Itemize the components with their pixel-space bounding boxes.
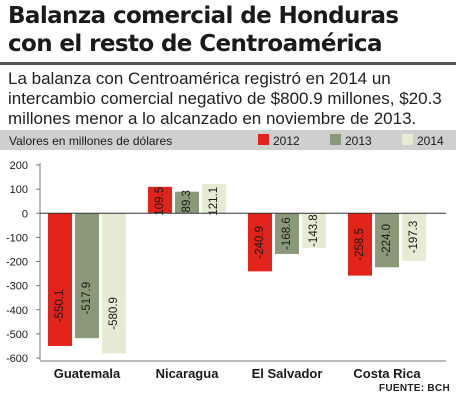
intro-paragraph: La balanza con Centroamérica registró en… bbox=[8, 69, 442, 128]
chart-title: Balanza comercial de Honduras con el res… bbox=[8, 3, 399, 57]
y-tick-label: 100 bbox=[10, 184, 28, 196]
data-label: -197.3 bbox=[408, 221, 420, 254]
legend-swatch-2013 bbox=[330, 134, 341, 145]
bar-chart: Valores en millones de dólares 2012 2013 2… bbox=[0, 130, 456, 381]
bar-costa-rica-2012 bbox=[348, 213, 372, 276]
chart-subtitle: Valores en millones de dólares bbox=[9, 134, 172, 148]
legend: 2012 2013 2014 bbox=[258, 134, 444, 148]
legend-label-2013: 2013 bbox=[345, 134, 372, 148]
bars: -550.1 -517.9 -580.9 109.5 89.3 121.1 -240.9 -1… bbox=[40, 184, 446, 354]
legend-label-2014: 2014 bbox=[417, 134, 444, 148]
legend-swatch-2014 bbox=[402, 134, 413, 145]
data-label: -580.9 bbox=[108, 297, 120, 330]
y-tick-label: 0 bbox=[22, 208, 28, 220]
data-label: 121.1 bbox=[208, 187, 220, 216]
x-category-label: El Salvador bbox=[252, 366, 323, 381]
data-label: -550.1 bbox=[54, 290, 66, 323]
x-category-label: Costa Rica bbox=[353, 366, 421, 381]
bar-guatemala-2012 bbox=[48, 213, 72, 346]
bar-el-salvador-2014 bbox=[302, 213, 326, 248]
x-category-label: Guatemala bbox=[54, 366, 121, 381]
bar-costa-rica-2014 bbox=[402, 213, 426, 261]
legend-swatch-2012 bbox=[258, 134, 269, 145]
data-label: -517.9 bbox=[81, 282, 93, 315]
y-tick-label: 200 bbox=[10, 160, 28, 172]
y-tick-label: -200 bbox=[6, 257, 28, 269]
bar-el-salvador-2012 bbox=[248, 213, 272, 272]
bar-guatemala-2013 bbox=[75, 213, 99, 339]
title-divider bbox=[0, 62, 456, 65]
legend-label-2012: 2012 bbox=[273, 134, 300, 148]
data-label: -240.9 bbox=[254, 226, 266, 259]
y-tick-label: -500 bbox=[6, 329, 28, 341]
x-axis: Guatemala Nicaragua El Salvador Costa Rica bbox=[40, 360, 446, 381]
bar-el-salvador-2013 bbox=[275, 213, 299, 254]
x-category-label: Nicaragua bbox=[156, 366, 220, 381]
y-tick-label: -400 bbox=[6, 305, 28, 317]
legend-band bbox=[0, 130, 456, 150]
bar-costa-rica-2013 bbox=[375, 213, 399, 268]
bar-nicaragua-2013 bbox=[175, 191, 199, 214]
y-tick-label: -100 bbox=[6, 232, 28, 244]
data-label: 109.5 bbox=[154, 187, 166, 216]
data-label: -224.0 bbox=[381, 224, 393, 257]
y-tick-label: -600 bbox=[6, 353, 28, 365]
y-tick-label: -300 bbox=[6, 281, 28, 293]
data-label: -143.8 bbox=[308, 214, 320, 247]
data-label: 89.3 bbox=[181, 190, 193, 212]
data-label: -258.5 bbox=[354, 228, 366, 261]
bar-guatemala-2014 bbox=[102, 213, 126, 354]
y-axis: 200 100 0 -100 -200 -300 -400 -500 -600 bbox=[6, 160, 41, 365]
bar-nicaragua-2012 bbox=[148, 186, 172, 214]
bar-nicaragua-2014 bbox=[202, 184, 226, 214]
source-note: FUENTE: BCH bbox=[378, 383, 450, 394]
data-label: -168.6 bbox=[281, 217, 293, 250]
